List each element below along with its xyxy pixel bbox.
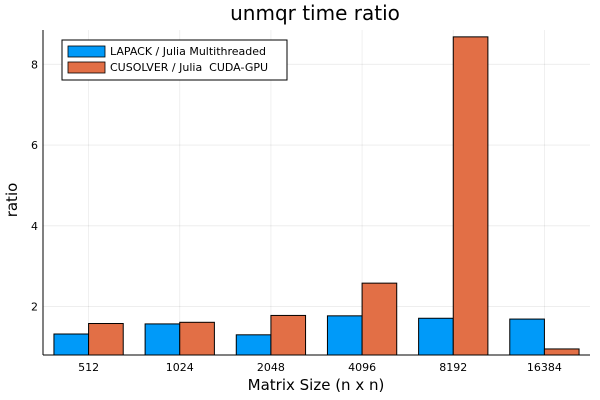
legend-swatch-lapack xyxy=(67,45,106,58)
x-tick-label: 8192 xyxy=(439,361,467,374)
bar-cusolver-8192 xyxy=(452,36,489,356)
bar-lapack-2048 xyxy=(235,334,272,356)
y-tick-label: 2 xyxy=(31,301,38,314)
chart-title: unmqr time ratio xyxy=(230,1,400,25)
x-axis-title: Matrix Size (n x n) xyxy=(248,376,385,394)
legend-swatch-cusolver xyxy=(67,61,106,74)
bar-cusolver-16384 xyxy=(543,348,580,356)
x-tick-label: 16384 xyxy=(527,361,562,374)
x-tick-labels: 512 1024 2048 4096 8192 16384 xyxy=(78,361,562,374)
bar-cusolver-512 xyxy=(88,323,124,356)
legend-label-lapack: LAPACK / Julia Multithreaded xyxy=(110,45,266,58)
bar-lapack-512 xyxy=(53,333,90,356)
legend: LAPACK / Julia Multithreaded CUSOLVER / … xyxy=(61,39,288,81)
y-axis-title: ratio xyxy=(3,183,21,218)
y-tick-label: 6 xyxy=(31,139,38,152)
bars-group xyxy=(53,36,580,356)
bar-lapack-8192 xyxy=(418,317,454,356)
x-tick-label: 1024 xyxy=(166,361,194,374)
x-tick-label: 2048 xyxy=(257,361,285,374)
x-tick-label: 512 xyxy=(78,361,99,374)
y-tick-label: 4 xyxy=(31,220,38,233)
bar-lapack-16384 xyxy=(509,318,545,356)
y-tick-label: 8 xyxy=(31,58,38,71)
x-tick-label: 4096 xyxy=(348,361,376,374)
bar-cusolver-2048 xyxy=(270,314,307,356)
y-tick-labels: 2 4 6 8 xyxy=(31,58,38,313)
bar-lapack-1024 xyxy=(144,323,181,356)
bar-lapack-4096 xyxy=(326,315,363,356)
bar-cusolver-1024 xyxy=(179,321,215,356)
bar-cusolver-4096 xyxy=(361,282,398,356)
legend-label-cusolver: CUSOLVER / Julia CUDA-GPU xyxy=(110,61,268,74)
